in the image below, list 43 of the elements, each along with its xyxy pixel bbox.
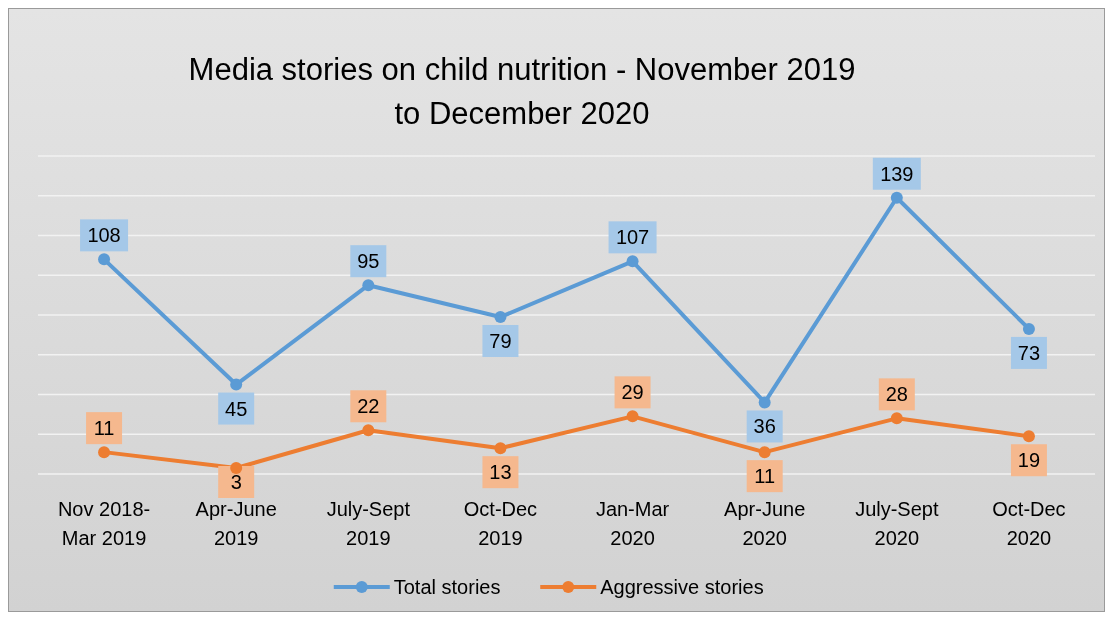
data-label: 29 xyxy=(621,381,644,404)
data-label: 139 xyxy=(880,162,914,185)
data-label: 22 xyxy=(357,395,380,418)
point xyxy=(626,410,639,423)
x-tick-label: Apr-June 2019 xyxy=(195,498,277,549)
legend-label: Total stories xyxy=(393,576,501,598)
data-label: 3 xyxy=(230,471,242,493)
point xyxy=(98,253,111,266)
point xyxy=(230,462,243,475)
point xyxy=(1022,322,1035,335)
point xyxy=(1022,430,1035,443)
data-label: 19 xyxy=(1017,449,1041,472)
point xyxy=(758,446,771,459)
data-label: 73 xyxy=(1017,341,1041,364)
point xyxy=(362,279,375,292)
point xyxy=(626,255,639,268)
x-tick-label: Apr-June 2020 xyxy=(724,498,806,549)
x-tick-label: Oct-Dec 2020 xyxy=(992,498,1066,549)
data-label: 95 xyxy=(357,250,380,273)
point xyxy=(494,310,507,323)
data-label: 36 xyxy=(753,415,776,438)
point xyxy=(98,446,111,459)
chart-title: Media stories on child nutrition - November 2019 to December 2020 xyxy=(188,52,856,131)
data-label: 45 xyxy=(225,397,248,420)
data-label: 11 xyxy=(754,465,776,488)
data-label: 13 xyxy=(489,461,512,484)
x-tick-label: Jan-Mar 2020 xyxy=(595,498,670,549)
point xyxy=(758,396,771,409)
point xyxy=(230,378,243,391)
x-tick-label: July-Sept 2020 xyxy=(855,498,939,549)
data-label: 28 xyxy=(885,383,908,406)
point xyxy=(494,442,507,455)
data-label: 107 xyxy=(615,226,650,249)
data-label: 11 xyxy=(93,417,115,440)
data-label: 108 xyxy=(87,224,121,247)
data-label: 79 xyxy=(489,329,512,352)
point xyxy=(890,412,903,425)
x-tick-label: July-Sept 2019 xyxy=(326,498,411,549)
x-tick-label: Oct-Dec 2019 xyxy=(463,498,538,549)
x-tick-label: Nov 2018-Mar 2019 xyxy=(57,498,151,549)
point xyxy=(890,191,903,204)
point xyxy=(362,424,375,437)
legend-label: Aggressive stories xyxy=(600,576,764,598)
